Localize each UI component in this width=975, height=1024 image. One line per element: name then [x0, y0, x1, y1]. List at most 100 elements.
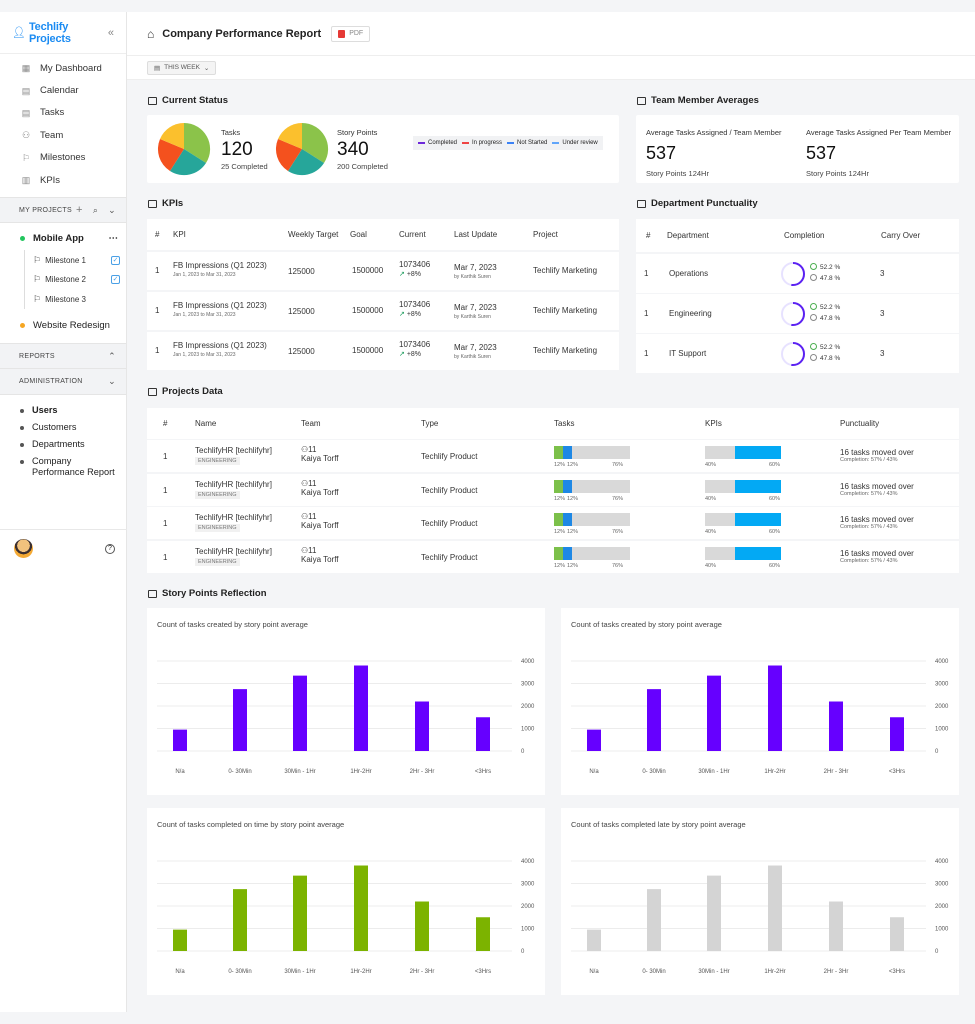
project-name: Techlify Marketing — [533, 306, 598, 315]
admin-list: Users Customers Departments Company Perf… — [0, 395, 126, 478]
nav-item-tasks[interactable]: ▤ Tasks — [0, 102, 126, 124]
change: +8% — [406, 351, 422, 358]
row-number: 1 — [155, 306, 160, 315]
y-tick-label: 4000 — [935, 659, 949, 665]
checkbox-icon[interactable]: ✓ — [111, 255, 120, 265]
completion-legend: 52.2 % 47.8 % — [810, 342, 840, 364]
on-time-pct: 52.2 % — [820, 264, 841, 271]
nav-item-team[interactable]: ⚇ Team — [0, 124, 126, 146]
app-name: Techlify Projects — [28, 20, 71, 45]
pdf-icon — [338, 29, 346, 38]
nav-item-milestones[interactable]: ⚐ Milestones — [0, 147, 126, 169]
bar-label: 76% — [612, 529, 624, 536]
bar — [173, 729, 187, 751]
logo[interactable]: 👤︎ Techlify Projects « — [0, 12, 126, 54]
reports-label: REPORTS — [19, 352, 55, 360]
goal: 1500000 — [352, 346, 384, 355]
kpi-row[interactable]: 1 FB Impressions (Q1 2023) Jan 1, 2023 to … — [147, 332, 619, 370]
bar — [354, 665, 368, 751]
team-lead: Kaiya Torff — [301, 555, 339, 565]
report-icon: ⌂ — [147, 26, 155, 41]
main-nav: ▦ My Dashboard ▤ Calendar ▤ Tasks ⚇ Team ⚐ Mi… — [0, 54, 126, 191]
x-tick-label: 0- 30Min — [642, 769, 665, 775]
project-mobile-app[interactable]: Mobile App ⋯ — [0, 226, 126, 250]
week-filter-dropdown[interactable]: ▤ THIS WEEK ⌄ — [147, 60, 217, 75]
milestone-item[interactable]: ⚐ Milestone 2 ✓ — [33, 270, 126, 290]
bar-label: 76% — [612, 462, 624, 468]
team-icon: ⚇ — [21, 130, 31, 141]
x-tick-label: 0- 30Min — [228, 769, 251, 775]
administration-header[interactable]: ADMINISTRATION ⌄ — [0, 369, 126, 396]
chevron-up-icon[interactable]: ⌃ — [108, 350, 116, 361]
punctuality-text: 16 tasks moved over — [840, 549, 914, 559]
late-line: 47.8 % — [810, 273, 840, 284]
avg-col-2: Average Tasks Assigned Per Team Member 5… — [806, 128, 951, 178]
punctuality-text: 16 tasks moved over — [840, 481, 914, 491]
admin-item-customers[interactable]: Customers — [0, 422, 126, 433]
punctuality-sub: Completion: 57% / 43% — [840, 457, 898, 463]
chart-title: Count of tasks created by story point av… — [157, 620, 308, 629]
flag-icon: ⚐ — [33, 274, 42, 285]
nav-item-dashboard[interactable]: ▦ My Dashboard — [0, 57, 126, 79]
bar — [890, 717, 904, 751]
add-project-icon[interactable]: + — [75, 204, 83, 217]
search-icon[interactable]: ⌕ — [92, 204, 99, 215]
tasks-progress-bar — [554, 547, 630, 561]
punctuality-sub: Completion: 57% / 43% — [840, 490, 898, 497]
avatar[interactable] — [14, 539, 33, 558]
x-tick-label: 30Min - 1Hr — [698, 769, 729, 775]
more-icon[interactable]: ⋯ — [108, 232, 119, 244]
kpi-row[interactable]: 1 FB Impressions (Q1 2023) Jan 1, 2023 to … — [147, 292, 619, 330]
legend-item: Completed — [418, 140, 457, 146]
punctuality-row[interactable]: 1 IT Support 52.2 % 47.8 % 3 — [636, 334, 959, 373]
project-type: Techlify Product — [421, 485, 478, 495]
section-icon — [148, 96, 157, 105]
x-tick-label: <3Hrs — [475, 969, 491, 975]
project-row[interactable]: 1 TechlifyHR [techlifyhr] ENGINEERING ⚇11 Ka… — [147, 440, 959, 472]
chevron-down-icon[interactable]: ⌄ — [108, 204, 116, 215]
project-row[interactable]: 1 TechlifyHR [techlifyhr] ENGINEERING ⚇11 Ka… — [147, 473, 959, 506]
chevron-down-icon[interactable]: ⌄ — [108, 376, 116, 387]
milestone-item[interactable]: ⚐ Milestone 1 ✓ — [33, 250, 126, 270]
nav-item-calendar[interactable]: ▤ Calendar — [0, 79, 126, 101]
collapse-sidebar-icon[interactable]: « — [107, 26, 114, 39]
ring-progress — [781, 262, 805, 286]
nav-label: Calendar — [40, 85, 79, 97]
admin-item-report[interactable]: Company Performance Report — [0, 456, 126, 478]
pdf-button[interactable]: PDF — [331, 25, 371, 42]
chart-icon: ▥ — [21, 175, 31, 186]
bar — [293, 875, 307, 951]
punctuality-row[interactable]: 1 Engineering 52.2 % 47.8 % 3 — [636, 294, 959, 333]
change: +8% — [406, 311, 422, 318]
punctuality-sub: Completion: 57% / 43% — [840, 524, 898, 531]
admin-item-departments[interactable]: Departments — [0, 439, 126, 450]
nav-item-kpis[interactable]: ▥ KPIs — [0, 169, 126, 191]
current-cell: 1073406 ↗ +8% — [399, 340, 430, 358]
y-tick-label: 0 — [935, 949, 939, 955]
bar-segment-kpi — [735, 513, 781, 527]
checkbox-icon[interactable]: ✓ — [111, 275, 120, 285]
admin-item-users[interactable]: Users — [0, 405, 126, 416]
bar-label: 60% — [769, 529, 781, 536]
kpi-row[interactable]: 1 FB Impressions (Q1 2023) Jan 1, 2023 to … — [147, 252, 619, 290]
milestone-item[interactable]: ⚐ Milestone 3 — [33, 290, 126, 310]
bar — [476, 917, 490, 951]
punctuality-row[interactable]: 1 Operations 52.2 % 47.8 % 3 — [636, 254, 959, 293]
project-website-redesign[interactable]: Website Redesign — [0, 313, 126, 337]
help-icon[interactable]: ? — [105, 544, 115, 554]
x-tick-label: 1Hr-2Hr — [350, 769, 371, 775]
trend-up-icon: ↗ — [399, 351, 407, 358]
row-number: 1 — [155, 346, 160, 355]
bar — [647, 889, 661, 951]
late-line: 47.8 % — [810, 313, 840, 324]
story-points-label: Story Points — [337, 127, 378, 137]
project-row[interactable]: 1 TechlifyHR [techlifyhr] ENGINEERING ⚇11 Ka… — [147, 541, 959, 574]
department-tag: ENGINEERING — [195, 457, 240, 465]
y-tick-label: 1000 — [521, 727, 535, 733]
section-icon — [148, 199, 157, 208]
reports-header[interactable]: REPORTS ⌃ — [0, 343, 126, 370]
punctuality-title: Department Punctuality — [637, 198, 758, 209]
clock-icon — [810, 314, 817, 321]
x-tick-label: 2Hr - 3Hr — [824, 969, 849, 975]
project-row[interactable]: 1 TechlifyHR [techlifyhr] ENGINEERING ⚇11 Ka… — [147, 507, 959, 540]
